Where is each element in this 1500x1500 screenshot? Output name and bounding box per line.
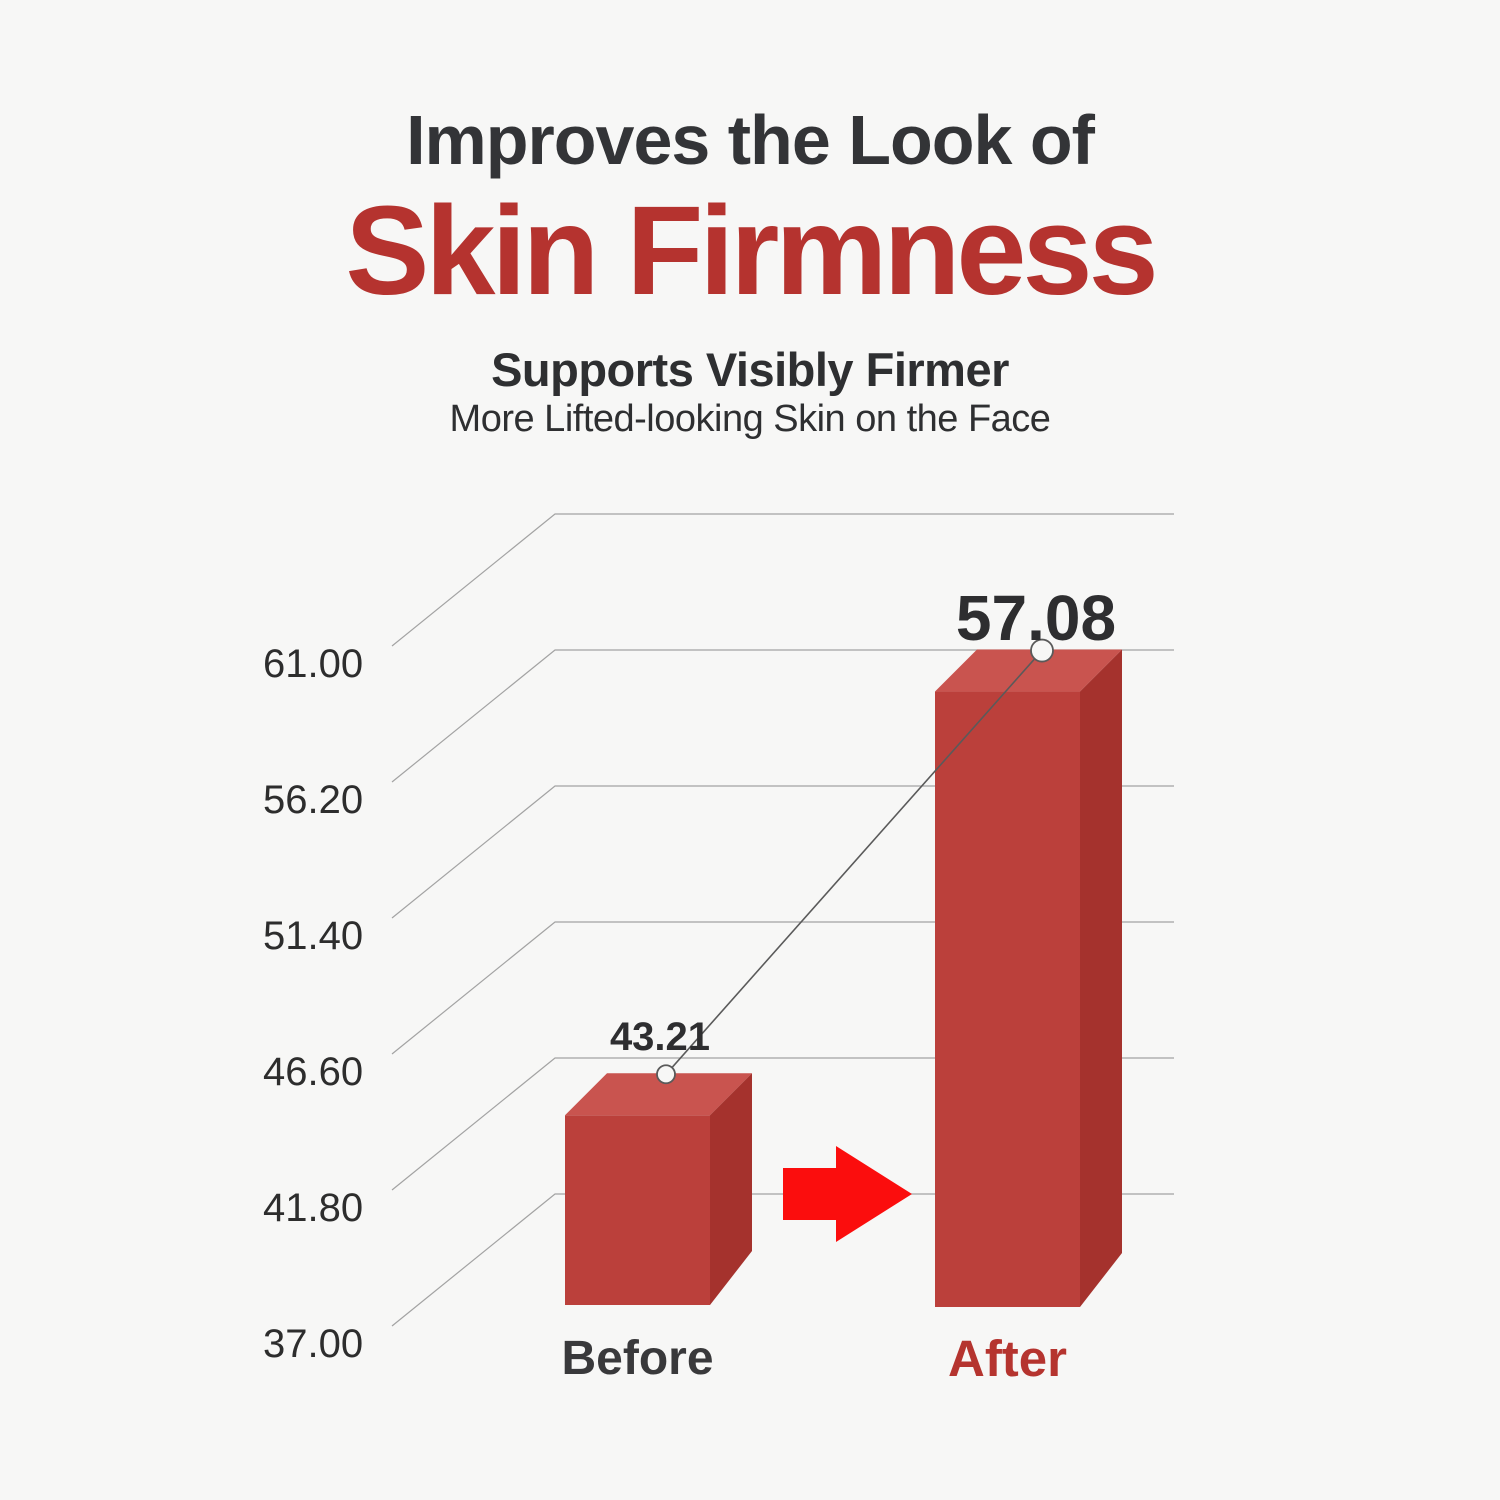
marker-before [656, 1064, 676, 1085]
title-line-2: Skin Firmness [345, 180, 1158, 321]
arrow-right-icon [783, 1146, 912, 1242]
y-tick-label: 61.00 [263, 642, 363, 686]
category-label-after: After [948, 1330, 1067, 1387]
bar-before-side-face [710, 1073, 752, 1305]
y-tick-label: 37.00 [263, 1322, 363, 1366]
y-tick-label: 46.60 [263, 1050, 363, 1094]
gridline [391, 513, 1174, 647]
value-label-before: 43.21 [610, 1015, 710, 1059]
y-tick-label: 41.80 [263, 1186, 363, 1230]
bar-after-top-face [935, 649, 1122, 692]
gridline [391, 649, 1174, 783]
bar-before-top-face [565, 1073, 752, 1116]
bar-after-front-face [935, 691, 1080, 1307]
subtitle-bold: Supports Visibly Firmer [491, 343, 1009, 396]
trend-line [665, 650, 1043, 1075]
category-label-before: Before [561, 1332, 713, 1385]
y-tick-label: 56.20 [263, 778, 363, 822]
title-line-1: Improves the Look of [406, 101, 1095, 179]
subtitle-regular: More Lifted-looking Skin on the Face [449, 398, 1051, 440]
marker-after [1030, 638, 1054, 663]
bar-after-side-face [1080, 649, 1122, 1307]
bar-before-front-face [565, 1115, 710, 1305]
y-tick-label: 51.40 [263, 914, 363, 958]
value-label-after: 57.08 [956, 582, 1116, 654]
